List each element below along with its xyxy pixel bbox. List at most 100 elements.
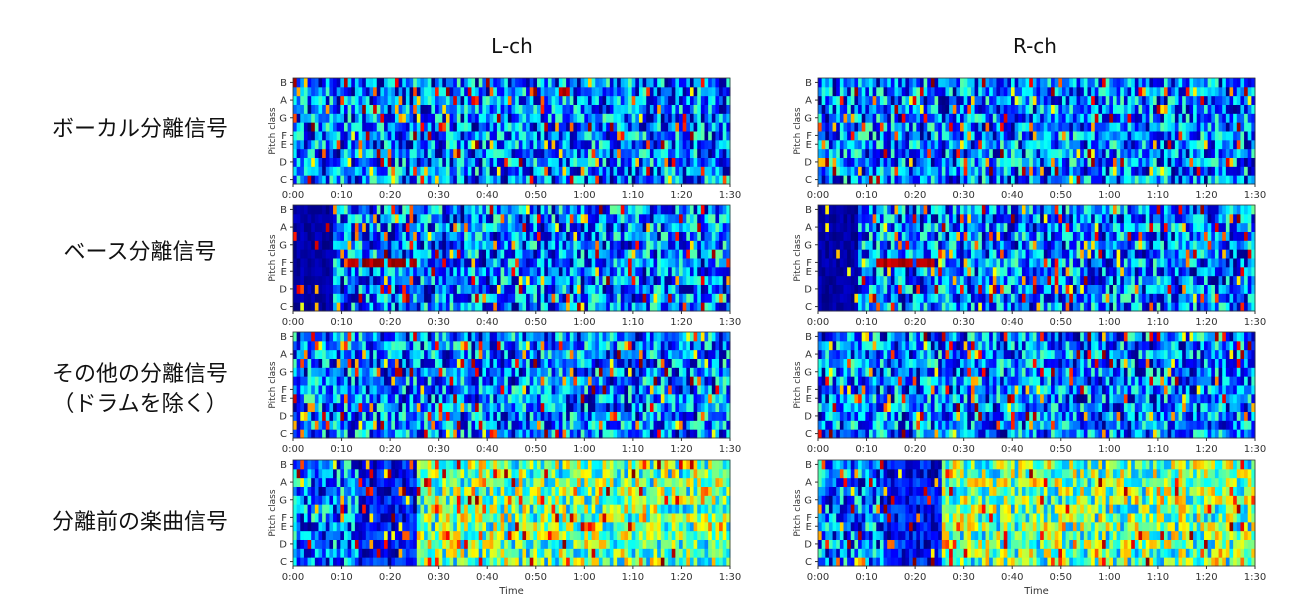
heatmap-cell (482, 113, 487, 123)
heatmap-cell (511, 231, 516, 241)
heatmap-cell (293, 249, 298, 259)
heatmap-cell (854, 302, 859, 312)
heatmap-cell (868, 139, 874, 150)
heatmap-cell (821, 113, 826, 123)
heatmap-cell (471, 222, 476, 232)
heatmap-cell (660, 139, 665, 150)
heatmap-cell (526, 95, 531, 105)
heatmap-cell (1182, 78, 1187, 88)
heatmap-cell (628, 249, 633, 259)
heatmap-cell (887, 266, 892, 277)
heatmap-cell (573, 231, 578, 241)
heatmap-cell (482, 240, 487, 250)
heatmap-cell (420, 249, 425, 259)
heatmap-cell (602, 95, 607, 105)
heatmap-cell (861, 293, 866, 303)
heatmap-cell (569, 231, 574, 241)
heatmap-cell (384, 213, 389, 224)
heatmap-cell (467, 258, 472, 268)
heatmap-cell (566, 113, 571, 123)
heatmap-cell (930, 302, 936, 312)
heatmap-cell (978, 113, 983, 123)
heatmap-cell (686, 122, 691, 132)
heatmap-cell (569, 249, 574, 259)
heatmap-cell (376, 284, 381, 294)
heatmap-cell (711, 95, 716, 105)
heatmap-cell (693, 139, 698, 150)
heatmap-cell (314, 205, 319, 215)
heatmap-cell (362, 266, 367, 277)
heatmap-cell (898, 249, 903, 259)
heatmap-cell (1171, 122, 1176, 132)
heatmap-cell (635, 166, 640, 176)
heatmap-cell (719, 113, 724, 123)
heatmap-cell (919, 266, 925, 277)
heatmap-cell (704, 258, 709, 268)
heatmap-cell (912, 275, 917, 285)
heatmap-cell (322, 213, 327, 224)
heatmap-cell (649, 275, 655, 285)
heatmap-cell (493, 175, 498, 185)
heatmap-cell (631, 240, 636, 250)
heatmap-cell (580, 175, 585, 185)
heatmap-cell (836, 104, 841, 114)
heatmap-cell (858, 95, 863, 105)
heatmap-cell (668, 293, 673, 303)
heatmap-cell (1043, 166, 1048, 176)
heatmap-cell (595, 258, 600, 268)
heatmap-cell (671, 175, 676, 185)
heatmap-cell (387, 275, 392, 285)
heatmap-cell (836, 205, 841, 215)
heatmap-cell (858, 104, 863, 114)
heatmap-cell (424, 240, 429, 250)
heatmap-cell (318, 166, 323, 176)
heatmap-cell (435, 205, 440, 215)
heatmap-cell (912, 131, 917, 141)
heatmap-cell (445, 205, 451, 215)
heatmap-cell (1011, 166, 1016, 176)
heatmap-cell (657, 258, 662, 268)
heatmap-cell (551, 86, 556, 97)
heatmap-cell (420, 86, 425, 97)
heatmap-cell (358, 175, 363, 185)
heatmap-cell (854, 213, 859, 224)
heatmap-cell (1109, 122, 1114, 132)
heatmap-cell (883, 131, 888, 141)
heatmap-cell (916, 86, 921, 97)
heatmap-cell (1193, 157, 1198, 167)
heatmap-cell (380, 166, 385, 176)
heatmap-cell (340, 95, 345, 105)
heatmap-cell (916, 258, 921, 268)
heatmap-cell (992, 104, 997, 114)
heatmap-cell (653, 166, 658, 176)
heatmap-cell (442, 139, 447, 150)
heatmap-cell (832, 231, 837, 241)
heatmap-cell (653, 86, 658, 97)
heatmap-cell (708, 131, 713, 141)
heatmap-cell (595, 205, 600, 215)
heatmap-cell (347, 166, 352, 176)
heatmap-cell (511, 175, 516, 185)
heatmap-cell (522, 293, 527, 303)
heatmap-cell (555, 104, 560, 114)
heatmap-cell (617, 113, 622, 123)
heatmap-cell (460, 139, 465, 150)
heatmap-cell (1171, 175, 1176, 185)
heatmap-cell (380, 213, 385, 224)
heatmap-cell (901, 131, 906, 141)
heatmap-cell (843, 266, 848, 277)
heatmap-cell (293, 131, 298, 141)
heatmap-cell (675, 113, 680, 123)
heatmap-cell (445, 113, 451, 123)
heatmap-cell (624, 213, 629, 224)
heatmap-cell (905, 157, 910, 167)
heatmap-cell (496, 104, 502, 114)
heatmap-cell (1112, 175, 1118, 185)
heatmap-cell (1036, 148, 1041, 158)
heatmap-cell (668, 166, 673, 176)
heatmap-cell (938, 231, 943, 241)
heatmap-cell (293, 275, 298, 285)
heatmap-cell (974, 166, 979, 176)
heatmap-cell (1029, 95, 1034, 105)
heatmap-cell (930, 240, 936, 250)
